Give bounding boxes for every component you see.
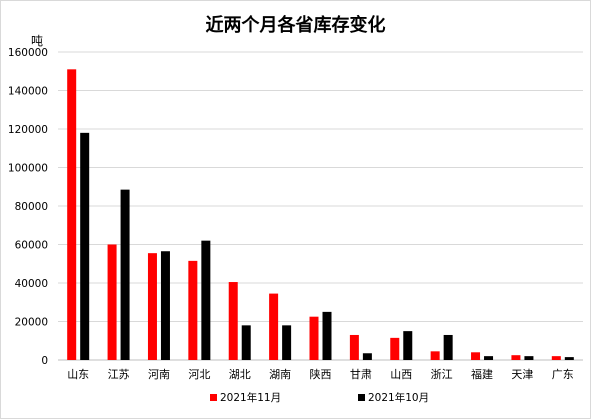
bar-series-1 xyxy=(269,293,279,360)
bar-series-1 xyxy=(67,69,77,360)
bar-series-1 xyxy=(430,351,440,360)
y-tick-label: 100000 xyxy=(8,163,48,175)
y-tick-label: 0 xyxy=(41,355,48,367)
x-category-label: 河北 xyxy=(188,368,210,381)
bar-series-2 xyxy=(160,251,170,360)
bar-series-1 xyxy=(309,316,319,360)
bar-series-1 xyxy=(551,356,561,360)
x-category-label: 山东 xyxy=(67,368,89,381)
bar-series-1 xyxy=(511,355,521,360)
legend-swatch xyxy=(210,394,217,401)
bar-series-2 xyxy=(120,189,130,360)
bar-series-2 xyxy=(362,353,372,360)
bar-series-1 xyxy=(188,260,198,360)
bar-series-2 xyxy=(282,325,292,360)
y-tick-label: 80000 xyxy=(15,201,48,213)
x-category-label: 福建 xyxy=(471,367,493,381)
legend-swatch xyxy=(358,394,365,401)
legend-label: 2021年11月 xyxy=(220,391,281,404)
y-tick-label: 120000 xyxy=(8,124,48,136)
bar-series-1 xyxy=(107,244,117,360)
bar-series-2 xyxy=(564,357,574,360)
x-category-label: 广东 xyxy=(552,368,574,381)
y-tick-label: 160000 xyxy=(8,47,48,59)
legend-label: 2021年10月 xyxy=(368,391,429,404)
bar-series-2 xyxy=(484,356,494,360)
bar-series-2 xyxy=(80,132,90,360)
bar-series-2 xyxy=(443,334,453,360)
bar-series-1 xyxy=(390,337,400,360)
bar-series-2 xyxy=(403,331,413,360)
x-category-label: 山西 xyxy=(390,368,412,381)
x-category-label: 甘肃 xyxy=(350,368,372,381)
bar-series-2 xyxy=(322,311,332,360)
x-category-label: 湖北 xyxy=(229,368,251,381)
y-tick-label: 40000 xyxy=(15,278,48,290)
bar-series-2 xyxy=(201,240,211,360)
x-category-label: 河南 xyxy=(148,368,170,381)
bar-series-2 xyxy=(241,325,251,360)
y-tick-label: 60000 xyxy=(15,240,48,252)
bar-series-2 xyxy=(524,356,534,360)
x-category-label: 江苏 xyxy=(108,368,130,381)
y-axis-unit-label: 吨 xyxy=(31,34,43,48)
bar-series-1 xyxy=(471,352,481,360)
x-category-label: 浙江 xyxy=(431,368,453,381)
x-category-label: 陕西 xyxy=(310,367,332,381)
bar-series-1 xyxy=(228,282,238,360)
chart-title: 近两个月各省库存变化 xyxy=(205,15,386,36)
y-tick-label: 140000 xyxy=(8,86,48,98)
y-tick-label: 20000 xyxy=(15,317,48,329)
x-category-label: 天津 xyxy=(511,368,533,381)
bar-series-1 xyxy=(147,253,157,360)
bar-series-1 xyxy=(349,334,359,360)
x-category-label: 湖南 xyxy=(269,368,291,381)
